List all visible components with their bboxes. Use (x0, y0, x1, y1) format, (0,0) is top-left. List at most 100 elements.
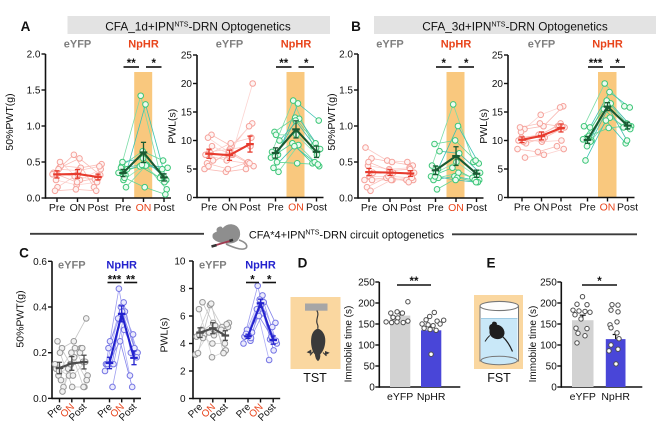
svg-text:50%PWT(g): 50%PWT(g) (4, 93, 16, 150)
svg-text:D: D (298, 256, 308, 271)
svg-text:20: 20 (492, 79, 504, 90)
svg-text:eYFP: eYFP (376, 39, 404, 51)
svg-text:eYFP: eYFP (387, 391, 413, 403)
svg-text:0.4: 0.4 (33, 303, 47, 314)
svg-text:CFA*4+IPNNTS-DRN circuit optog: CFA*4+IPNNTS-DRN circuit optogenetics (249, 229, 445, 241)
svg-text:***: *** (108, 274, 122, 286)
svg-text:Pre: Pre (201, 202, 218, 214)
svg-text:Post: Post (306, 202, 327, 214)
svg-text:15: 15 (492, 108, 504, 119)
svg-text:NpHR: NpHR (245, 259, 276, 271)
svg-text:Pre: Pre (267, 202, 284, 214)
svg-text:2.0: 2.0 (27, 50, 41, 61)
svg-text:**: ** (279, 58, 288, 70)
svg-text:eYFP: eYFP (64, 39, 92, 51)
svg-text:0: 0 (180, 394, 186, 405)
svg-text:0: 0 (186, 193, 192, 204)
svg-text:Pre: Pre (361, 202, 378, 214)
svg-text:Pre: Pre (427, 202, 444, 214)
svg-text:20: 20 (181, 79, 193, 90)
svg-text:0: 0 (551, 383, 557, 394)
svg-text:2.0: 2.0 (339, 50, 353, 61)
svg-text:250: 250 (540, 278, 557, 289)
svg-text:*: * (152, 58, 157, 70)
svg-text:***: *** (589, 58, 603, 70)
svg-text:Post: Post (153, 202, 174, 214)
svg-text:*: * (615, 58, 620, 70)
svg-text:B: B (351, 19, 361, 34)
svg-text:*: * (464, 58, 469, 70)
svg-text:100: 100 (540, 341, 557, 352)
svg-text:50: 50 (364, 362, 376, 373)
svg-text:NpHR: NpHR (128, 39, 159, 51)
svg-text:*: * (304, 58, 309, 70)
svg-text:eYFP: eYFP (58, 259, 86, 271)
svg-text:15: 15 (181, 108, 193, 119)
svg-text:0.0: 0.0 (27, 194, 41, 205)
svg-text:E: E (486, 256, 495, 271)
svg-text:FST: FST (487, 371, 511, 385)
svg-text:*: * (442, 58, 447, 70)
svg-text:0.5: 0.5 (27, 158, 41, 169)
svg-text:eYFP: eYFP (216, 39, 244, 51)
svg-text:ON: ON (222, 202, 238, 214)
svg-text:5: 5 (186, 165, 192, 176)
svg-text:ON: ON (600, 202, 616, 214)
svg-text:PWL(s): PWL(s) (167, 109, 179, 144)
svg-text:150: 150 (358, 320, 375, 331)
svg-text:eYFP: eYFP (528, 39, 556, 51)
svg-text:*: * (267, 274, 272, 286)
svg-text:NpHR: NpHR (106, 259, 137, 271)
svg-text:10: 10 (492, 136, 504, 147)
svg-text:200: 200 (358, 299, 375, 310)
svg-text:0: 0 (369, 383, 375, 394)
svg-text:2: 2 (180, 367, 186, 378)
svg-text:6: 6 (180, 312, 186, 323)
svg-text:*: * (597, 276, 602, 288)
svg-text:NpHR: NpHR (417, 391, 446, 403)
svg-text:C: C (19, 246, 29, 261)
svg-text:*: * (250, 274, 255, 286)
svg-text:Post: Post (550, 202, 571, 214)
svg-text:0.5: 0.5 (339, 158, 353, 169)
svg-text:10: 10 (181, 136, 193, 147)
svg-text:1.0: 1.0 (27, 122, 41, 133)
svg-text:Immobile time (s): Immobile time (s) (528, 306, 539, 383)
svg-text:1.0: 1.0 (339, 122, 353, 133)
svg-text:Pre: Pre (49, 202, 66, 214)
svg-text:ON: ON (534, 202, 550, 214)
svg-text:0.0: 0.0 (339, 194, 353, 205)
svg-text:8: 8 (180, 284, 186, 295)
svg-text:200: 200 (540, 299, 557, 310)
svg-text:4: 4 (180, 339, 186, 350)
svg-text:Post: Post (87, 202, 108, 214)
svg-text:ON: ON (136, 202, 152, 214)
svg-text:eYFP: eYFP (570, 391, 596, 403)
svg-text:Pre: Pre (514, 202, 531, 214)
svg-text:0.0: 0.0 (33, 394, 47, 405)
svg-text:10: 10 (174, 257, 186, 268)
svg-text:Pre: Pre (579, 202, 596, 214)
svg-text:1.5: 1.5 (27, 86, 41, 97)
svg-text:NpHR: NpHR (592, 39, 623, 51)
svg-text:250: 250 (358, 278, 375, 289)
svg-text:100: 100 (358, 341, 375, 352)
svg-text:5: 5 (497, 165, 503, 176)
svg-text:0: 0 (497, 193, 503, 204)
svg-text:Post: Post (400, 202, 421, 214)
svg-text:1.5: 1.5 (339, 86, 353, 97)
svg-text:ON: ON (70, 202, 86, 214)
svg-text:50%PWT(g): 50%PWT(g) (15, 290, 27, 347)
svg-text:50%PWT(g): 50%PWT(g) (326, 93, 338, 150)
svg-text:25: 25 (181, 51, 193, 62)
svg-text:PWL(s): PWL(s) (478, 109, 490, 144)
svg-text:ON: ON (382, 202, 398, 214)
svg-text:ON: ON (448, 202, 464, 214)
svg-text:A: A (21, 19, 31, 34)
svg-text:NpHR: NpHR (281, 39, 312, 51)
svg-text:CFA_3d+IPNNTS-DRN Optogenetics: CFA_3d+IPNNTS-DRN Optogenetics (422, 20, 608, 34)
svg-text:Post: Post (617, 202, 638, 214)
svg-text:0.2: 0.2 (33, 348, 47, 359)
svg-text:ON: ON (288, 202, 304, 214)
svg-text:**: ** (410, 276, 419, 288)
